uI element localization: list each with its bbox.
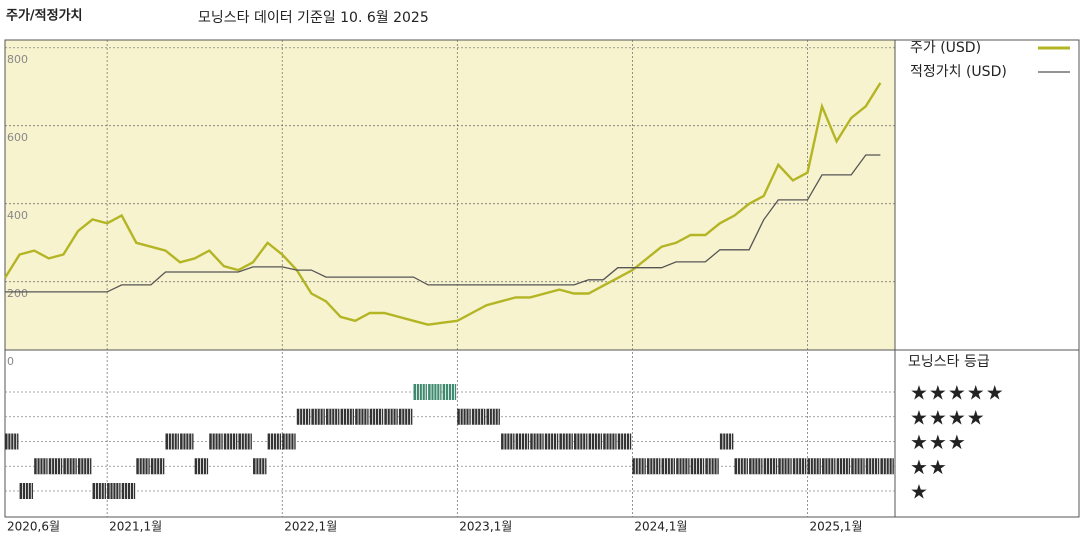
rating-bar bbox=[705, 458, 719, 475]
rating-bar bbox=[121, 483, 136, 499]
rating-bar bbox=[603, 433, 617, 450]
rating-bar bbox=[574, 433, 588, 450]
rating-bar bbox=[19, 483, 34, 499]
y-tick-label: 600 bbox=[7, 131, 28, 144]
rating-bar bbox=[530, 433, 544, 450]
chart-title: 주가/적정가치 bbox=[6, 8, 83, 24]
rating-bar bbox=[501, 433, 515, 450]
rating-bar bbox=[544, 433, 559, 450]
rating-level-label: ★ bbox=[910, 480, 929, 504]
rating-bar bbox=[355, 408, 369, 425]
rating-bar bbox=[880, 458, 894, 475]
rating-bar bbox=[311, 408, 325, 425]
rating-bar bbox=[282, 433, 296, 450]
rating-bar bbox=[676, 458, 690, 475]
rating-bar bbox=[136, 458, 150, 475]
x-tick-label: 2022,1월 bbox=[284, 520, 337, 534]
rating-bar bbox=[836, 458, 851, 475]
rating-bar bbox=[209, 433, 223, 450]
rating-bar bbox=[632, 458, 646, 475]
x-tick-label: 2021,1월 bbox=[109, 520, 162, 534]
rating-bar bbox=[690, 458, 705, 475]
rating-bar bbox=[267, 433, 282, 450]
plot-area bbox=[5, 40, 895, 350]
rating-bar bbox=[442, 384, 457, 400]
rating-bar bbox=[457, 408, 471, 425]
frame bbox=[4, 39, 1080, 518]
rating-level-label: ★★ bbox=[910, 455, 948, 479]
rating-bar bbox=[719, 433, 734, 450]
rating-bar bbox=[646, 458, 661, 475]
rating-bar bbox=[617, 433, 632, 450]
rating-bar bbox=[5, 433, 19, 450]
y-tick-label: 200 bbox=[7, 287, 28, 300]
legend-label: 적정가치 (USD) bbox=[910, 64, 1007, 80]
rating-bar bbox=[486, 408, 500, 425]
rating-bar bbox=[807, 458, 821, 475]
rating-level-label: ★★★ bbox=[910, 430, 967, 454]
rating-bar bbox=[223, 433, 238, 450]
rating-bar bbox=[63, 458, 77, 475]
rating-bar bbox=[734, 458, 748, 475]
rating-bar bbox=[165, 433, 179, 450]
y-tick-label: 400 bbox=[7, 209, 28, 222]
rating-bar bbox=[340, 408, 354, 425]
rating-level-label: ★★★★★ bbox=[910, 381, 1005, 405]
rating-title: 모닝스타 등급 bbox=[908, 354, 990, 370]
rating-bar bbox=[296, 408, 311, 425]
rating-bar bbox=[107, 483, 121, 499]
rating-bar bbox=[413, 384, 427, 400]
rating-bar bbox=[792, 458, 807, 475]
rating-level-label: ★★★★ bbox=[910, 405, 986, 429]
rating-bar bbox=[92, 483, 106, 499]
rating-bar bbox=[180, 433, 194, 450]
legend-label: 주가 (USD) bbox=[910, 40, 981, 56]
rating-bar bbox=[238, 433, 252, 450]
series-line bbox=[3, 82, 882, 326]
y-tick-label: 800 bbox=[7, 53, 28, 66]
rating-bar bbox=[471, 408, 486, 425]
rating-bar bbox=[428, 384, 442, 400]
rating-bar bbox=[778, 458, 792, 475]
rating-bar bbox=[253, 458, 267, 475]
rating-bar bbox=[822, 458, 836, 475]
x-tick-label: 2024,1월 bbox=[634, 520, 687, 534]
rating-bar bbox=[150, 458, 165, 475]
rating-bar bbox=[77, 458, 92, 475]
rating-bar bbox=[325, 408, 340, 425]
rating-bar bbox=[34, 458, 48, 475]
rating-bar bbox=[384, 408, 398, 425]
rating-bar bbox=[559, 433, 573, 450]
rating-axis-label: 0 bbox=[7, 355, 14, 368]
rating-bar bbox=[369, 408, 384, 425]
rating-bar bbox=[749, 458, 763, 475]
x-tick-label: 2023,1월 bbox=[459, 520, 512, 534]
subtitle: 모닝스타 데이터 기준일 10. 6월 2025 bbox=[198, 10, 429, 26]
rating-bar bbox=[194, 458, 209, 475]
series-line bbox=[5, 154, 881, 293]
rating-bar bbox=[48, 458, 63, 475]
rating-bar bbox=[661, 458, 675, 475]
rating-bar bbox=[865, 458, 880, 475]
rating-bar bbox=[763, 458, 778, 475]
rating-bar bbox=[851, 458, 865, 475]
x-tick-label: 2020,6월 bbox=[7, 520, 60, 534]
rating-bar bbox=[515, 433, 530, 450]
rating-bar bbox=[588, 433, 603, 450]
rating-bar bbox=[398, 408, 413, 425]
x-tick-label: 2025,1월 bbox=[809, 520, 862, 534]
